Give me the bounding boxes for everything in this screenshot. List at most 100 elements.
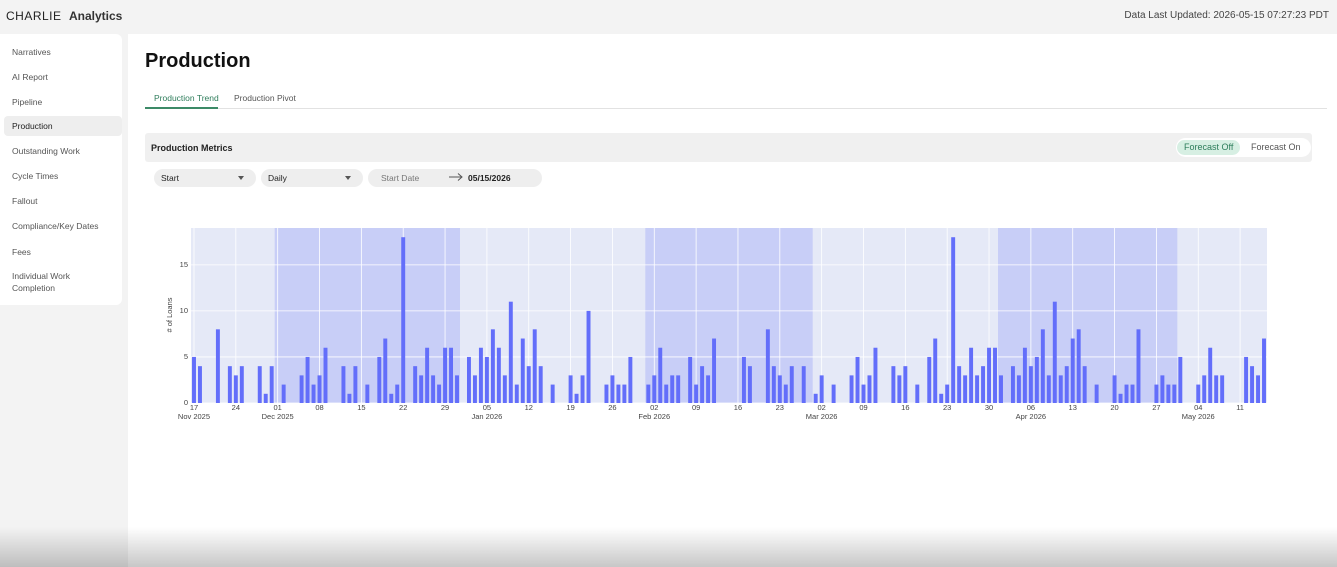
bar (783, 384, 788, 403)
bar (1052, 301, 1057, 403)
card-header (145, 133, 1312, 162)
nav-item[interactable]: AI Report (12, 72, 48, 82)
bar (622, 384, 627, 403)
bar (765, 329, 770, 403)
bar (951, 237, 956, 403)
x-tick-label: 09 (859, 403, 867, 412)
bar (1124, 384, 1129, 403)
select-value: Daily (268, 173, 287, 183)
x-tick-label: 17 (190, 403, 198, 412)
y-tick-label: 5 (184, 352, 188, 361)
bar (957, 366, 962, 403)
x-tick-label: 22 (399, 403, 407, 412)
bar (305, 356, 310, 403)
x-tick-label: 16 (901, 403, 909, 412)
x-tick-label: 09 (692, 403, 700, 412)
month-band (645, 228, 813, 403)
bar (676, 375, 681, 403)
bar (1208, 347, 1213, 403)
bar (706, 375, 711, 403)
x-tick-month: Jan 2026 (471, 412, 502, 421)
nav-item[interactable]: Narratives (12, 47, 51, 57)
bar (747, 366, 752, 403)
nav-item[interactable]: Fees (12, 247, 31, 257)
nav-item[interactable]: Fallout (12, 196, 38, 206)
bar (712, 338, 717, 403)
plot-background (191, 228, 1267, 403)
bar (604, 384, 609, 403)
toggle-option[interactable]: Forecast On (1251, 142, 1301, 152)
arrow-icon (449, 173, 463, 181)
bar (197, 366, 202, 403)
bar (1076, 329, 1081, 403)
page-title: Production (145, 50, 251, 72)
bar (664, 384, 669, 403)
nav-item[interactable]: Cycle Times (12, 171, 59, 181)
bar (437, 384, 442, 403)
nav-item[interactable]: Outstanding Work (12, 146, 80, 156)
bar (1154, 384, 1159, 403)
nav-item[interactable]: Production (4, 116, 122, 136)
interval-select[interactable]: Daily (261, 169, 363, 187)
bar (1064, 366, 1069, 403)
bar (1244, 356, 1249, 403)
bar (419, 375, 424, 403)
metric-select[interactable]: Start (154, 169, 256, 187)
bar (873, 347, 878, 403)
x-tick-label: 06 (1027, 403, 1035, 412)
bar (993, 347, 997, 403)
bar (789, 366, 794, 403)
bar (317, 375, 322, 403)
bar (1220, 375, 1225, 403)
bar (586, 310, 591, 403)
bar (610, 375, 615, 403)
bar (1028, 366, 1033, 403)
bar (987, 347, 992, 403)
x-tick-label: 23 (776, 403, 784, 412)
x-tick-month: Nov 2025 (178, 412, 210, 421)
bar (347, 393, 352, 403)
tab[interactable]: Production Trend (154, 93, 219, 103)
bar (1196, 384, 1201, 403)
bar (311, 384, 316, 403)
bar (1172, 384, 1177, 403)
nav-item[interactable]: Pipeline (12, 97, 43, 107)
x-tick-label: 24 (232, 403, 240, 412)
bar (670, 375, 675, 403)
x-tick-label: 05 (483, 403, 491, 412)
bar (490, 329, 495, 403)
bar (646, 384, 651, 403)
tab[interactable]: Production Pivot (234, 93, 296, 103)
bar (401, 237, 406, 403)
tab-divider (145, 108, 1327, 109)
bar (1082, 366, 1087, 403)
bar (1262, 338, 1266, 403)
bar (233, 375, 238, 403)
start-date[interactable]: Start Date (381, 173, 420, 183)
x-tick-label: 13 (1069, 403, 1077, 412)
bar (1178, 356, 1183, 403)
bar (263, 393, 268, 403)
bar (377, 356, 382, 403)
bar (616, 384, 621, 403)
bar (694, 384, 699, 403)
bar (861, 384, 866, 403)
bar (484, 356, 489, 403)
bar (227, 366, 232, 403)
toggle-option[interactable]: Forecast Off (1177, 140, 1241, 155)
bar (855, 356, 860, 403)
bar (526, 366, 531, 403)
end-date[interactable]: 05/15/2026 (468, 173, 511, 183)
bar (299, 375, 304, 403)
bar (431, 375, 436, 403)
bar (981, 366, 986, 403)
date-range[interactable] (368, 169, 542, 187)
x-tick-label: 11 (1236, 403, 1244, 412)
bar (1130, 384, 1135, 403)
bar (927, 356, 932, 403)
nav-item[interactable]: Compliance/Key Dates (12, 221, 99, 231)
bar (1070, 338, 1075, 403)
bar (867, 375, 872, 403)
nav-item[interactable]: Individual Work Completion (12, 271, 70, 293)
